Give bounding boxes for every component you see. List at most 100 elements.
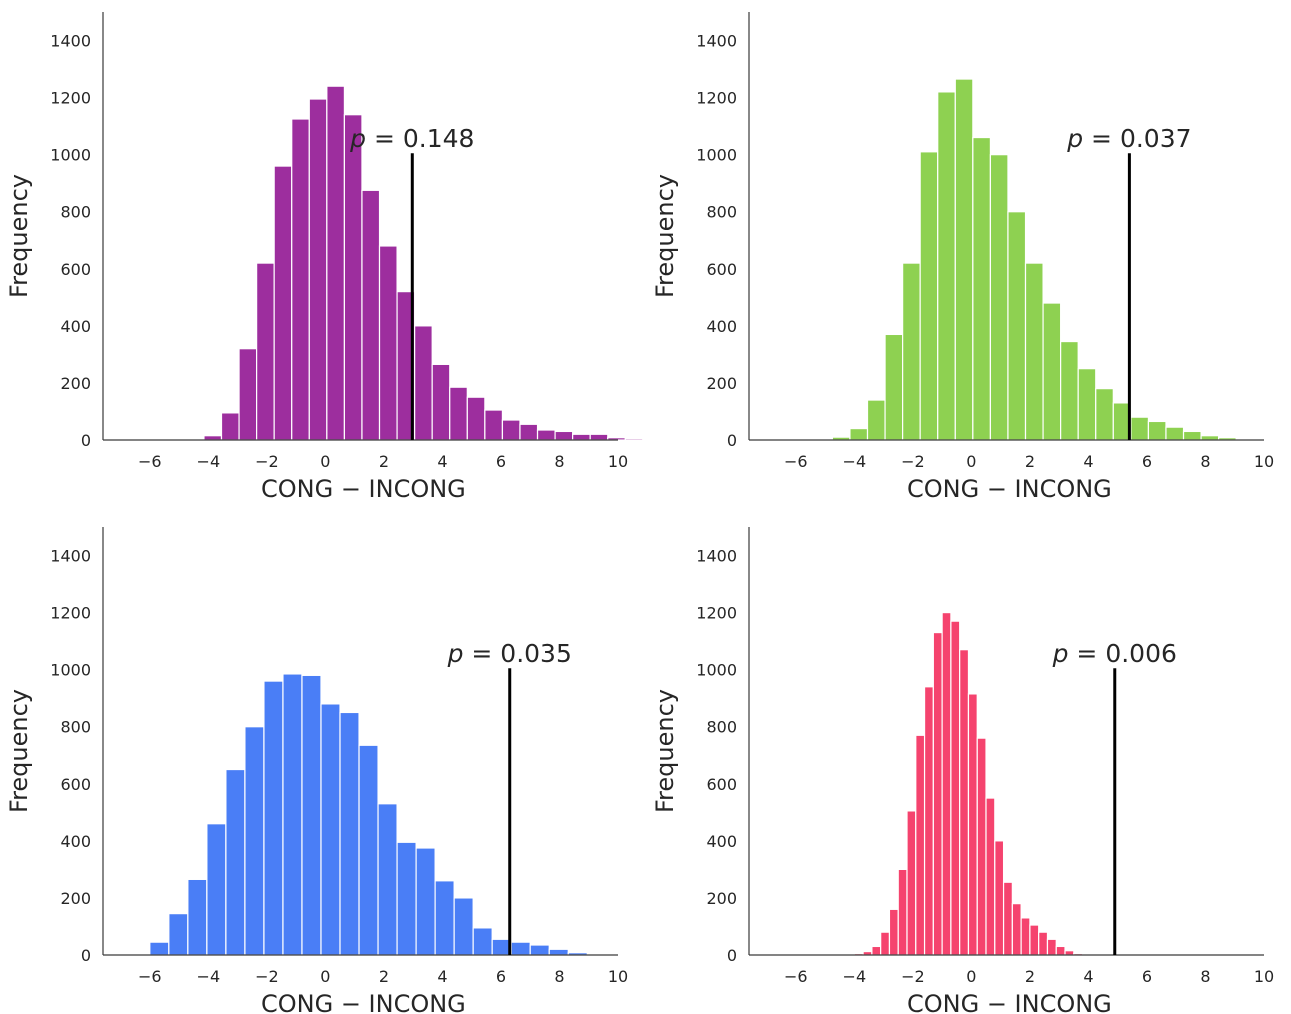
histogram-bar xyxy=(1020,917,1031,956)
p-value-symbol: p xyxy=(1052,639,1069,668)
histogram-bar xyxy=(1060,340,1079,441)
histogram-bar xyxy=(884,333,904,441)
histogram-bar xyxy=(220,412,240,441)
y-tick-label: 1200 xyxy=(50,89,91,108)
y-tick-label: 1000 xyxy=(696,146,737,165)
histogram-bar xyxy=(1095,388,1114,441)
p-value-text: = 0.035 xyxy=(463,639,571,668)
x-tick-label: 8 xyxy=(554,967,564,986)
histogram-bar xyxy=(866,399,886,441)
histogram-bar xyxy=(168,913,189,956)
y-tick-label: 1400 xyxy=(50,547,91,566)
x-tick-label: 2 xyxy=(379,452,389,471)
histogram-bar xyxy=(1024,262,1044,441)
y-tick-label: 800 xyxy=(60,718,91,737)
x-tick-label: −4 xyxy=(843,967,867,986)
histogram-bar xyxy=(361,189,381,441)
histogram-bar xyxy=(1165,426,1185,441)
y-tick-label: 400 xyxy=(706,832,737,851)
histogram-bars xyxy=(844,611,1101,956)
x-tick-label: −2 xyxy=(901,967,925,986)
histogram-bar xyxy=(972,136,992,441)
histogram-bar xyxy=(415,847,436,956)
histogram-bar xyxy=(244,726,265,956)
histogram-bar xyxy=(149,941,170,956)
histogram-bar xyxy=(510,941,531,956)
histogram-bar xyxy=(529,944,550,956)
histogram-bar xyxy=(941,611,952,956)
histogram-bar xyxy=(414,325,433,441)
p-value-text: = 0.148 xyxy=(366,124,474,153)
x-tick-label: −6 xyxy=(784,967,808,986)
histogram-bar xyxy=(937,91,956,441)
histogram-bar xyxy=(396,841,417,956)
y-tick-label: 800 xyxy=(706,718,737,737)
y-tick-label: 1400 xyxy=(696,32,737,51)
histogram-bar xyxy=(326,85,346,441)
x-tick-label: 2 xyxy=(1025,967,1035,986)
x-tick-label: 10 xyxy=(608,452,628,471)
y-tick-label: 400 xyxy=(60,317,91,336)
histogram-bar xyxy=(572,433,591,441)
histogram-bar xyxy=(378,245,398,441)
histogram-bar xyxy=(339,711,360,956)
x-tick-label: 10 xyxy=(608,967,628,986)
y-tick-label: 1200 xyxy=(696,604,737,623)
x-tick-label: 10 xyxy=(1254,452,1274,471)
x-tick-label: 4 xyxy=(437,452,447,471)
histogram-bar xyxy=(548,948,569,956)
p-value-annotation: p = 0.037 xyxy=(1066,124,1191,153)
x-tick-label: 0 xyxy=(320,452,330,471)
histogram-bar xyxy=(1011,903,1022,956)
histogram-bar xyxy=(950,620,961,956)
histogram-bar xyxy=(472,927,493,956)
histogram-bar xyxy=(954,78,974,441)
x-tick-label: 6 xyxy=(496,452,506,471)
y-tick-label: 200 xyxy=(60,374,91,393)
y-tick-label: 400 xyxy=(706,317,737,336)
x-tick-label: −4 xyxy=(843,452,867,471)
y-tick-label: 200 xyxy=(706,889,737,908)
x-tick-label: −2 xyxy=(901,452,925,471)
y-tick-label: 1400 xyxy=(50,32,91,51)
x-tick-label: −2 xyxy=(255,967,279,986)
p-value-text: = 0.006 xyxy=(1068,639,1176,668)
histogram-bar xyxy=(994,840,1005,956)
x-tick-label: 0 xyxy=(966,452,976,471)
histogram-bar xyxy=(989,154,1009,441)
histogram-bar xyxy=(206,823,227,956)
chart-panel-2: 0 200 400 600 800 1000 1200 1400 −6 −4 −2 0 2 4 6 8 10 CO… xyxy=(651,12,1274,503)
x-tick-label: 10 xyxy=(1254,967,1274,986)
histogram-bar xyxy=(225,768,246,956)
x-tick-label: 2 xyxy=(1025,452,1035,471)
histogram-bar xyxy=(301,674,322,956)
chart-panel-4: 0 200 400 600 800 1000 1200 1400 −6 −4 −2 0 2 4 6 8 10 CO… xyxy=(651,527,1274,1014)
histogram-bar xyxy=(959,649,970,956)
histogram-bar xyxy=(1055,945,1066,956)
histogram-bar xyxy=(238,348,258,441)
histogram-bar xyxy=(1147,420,1167,441)
histogram-bar xyxy=(256,262,275,441)
x-axis-label: CONG − INCONG xyxy=(907,475,1112,503)
x-tick-label: −6 xyxy=(784,452,808,471)
histogram-bar xyxy=(888,908,899,956)
histogram-bar xyxy=(906,810,917,956)
x-tick-label: −2 xyxy=(255,452,279,471)
histogram-bar xyxy=(519,423,539,441)
x-axis-label: CONG − INCONG xyxy=(261,990,466,1014)
histogram-bar xyxy=(358,744,379,956)
histogram-bar xyxy=(203,435,223,441)
x-tick-label: 0 xyxy=(966,967,976,986)
histogram-bar xyxy=(453,897,474,956)
histogram-bars xyxy=(814,78,1272,441)
histogram-bar xyxy=(1038,931,1049,956)
histogram-bar xyxy=(434,880,455,956)
histogram-bar xyxy=(1007,211,1027,441)
histogram-bar xyxy=(1002,881,1013,956)
y-tick-label: 1200 xyxy=(50,604,91,623)
histogram-bar xyxy=(1042,302,1062,441)
p-value-annotation: p = 0.035 xyxy=(447,639,572,668)
histogram-bar xyxy=(282,673,303,956)
histogram-bar xyxy=(377,803,398,956)
